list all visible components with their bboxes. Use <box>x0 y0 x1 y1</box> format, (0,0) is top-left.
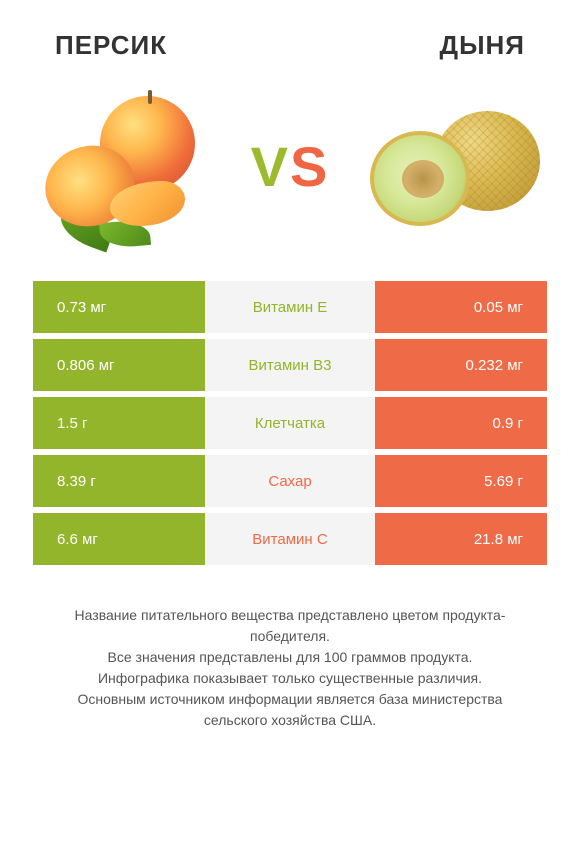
cell-left-value: 0.806 мг <box>33 339 205 391</box>
comparison-table: 0.73 мгВитамин Е0.05 мг 0.806 мгВитамин B… <box>33 281 547 565</box>
table-row: 1.5 гКлетчатка0.9 г <box>33 397 547 449</box>
footnote: Название питательного вещества представл… <box>50 605 530 731</box>
cell-left-value: 8.39 г <box>33 455 205 507</box>
footnote-line: Название питательного вещества представл… <box>50 605 530 647</box>
cell-nutrient-label: Витамин C <box>205 513 375 565</box>
vs-v: V <box>251 135 290 198</box>
peach-illustration <box>40 86 220 246</box>
cell-left-value: 1.5 г <box>33 397 205 449</box>
footnote-line: Основным источником информации является … <box>50 689 530 731</box>
table-row: 0.806 мгВитамин B30.232 мг <box>33 339 547 391</box>
left-product-title: ПЕРСИК <box>55 30 167 61</box>
cell-nutrient-label: Витамин Е <box>205 281 375 333</box>
footnote-line: Инфографика показывает только существенн… <box>50 668 530 689</box>
footnote-line: Все значения представлены для 100 граммо… <box>50 647 530 668</box>
infographic-container: ПЕРСИК ДЫНЯ VS 0.73 мгВитамин Е0.05 мг0.… <box>0 0 580 844</box>
table-row: 8.39 гСахар5.69 г <box>33 455 547 507</box>
cell-right-value: 0.9 г <box>375 397 547 449</box>
cell-right-value: 0.05 мг <box>375 281 547 333</box>
right-product-title: ДЫНЯ <box>440 30 525 61</box>
cell-right-value: 0.232 мг <box>375 339 547 391</box>
vs-label: VS <box>251 134 330 199</box>
vs-s: S <box>290 135 329 198</box>
cell-right-value: 5.69 г <box>375 455 547 507</box>
hero: VS <box>0 81 580 281</box>
cell-right-value: 21.8 мг <box>375 513 547 565</box>
cell-left-value: 6.6 мг <box>33 513 205 565</box>
melon-illustration <box>360 86 540 246</box>
cell-nutrient-label: Сахар <box>205 455 375 507</box>
table-row: 0.73 мгВитамин Е0.05 мг <box>33 281 547 333</box>
cell-left-value: 0.73 мг <box>33 281 205 333</box>
cell-nutrient-label: Клетчатка <box>205 397 375 449</box>
header: ПЕРСИК ДЫНЯ <box>0 20 580 81</box>
table-row: 6.6 мгВитамин C21.8 мг <box>33 513 547 565</box>
cell-nutrient-label: Витамин B3 <box>205 339 375 391</box>
